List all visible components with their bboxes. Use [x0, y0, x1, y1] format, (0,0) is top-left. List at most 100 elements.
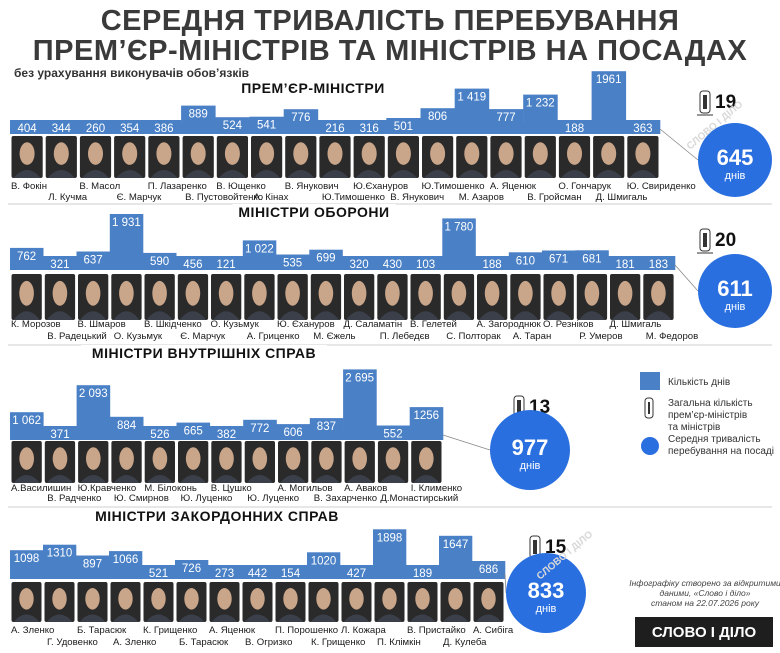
portrait-suit: [280, 475, 307, 483]
portrait-face: [185, 447, 201, 470]
portrait-suit: [343, 614, 370, 622]
bar-value-label: 610: [516, 255, 535, 267]
bar-value-label: 1 780: [445, 221, 474, 233]
section-title: ПРЕМ’ЄР-МІНІСТРИ: [241, 80, 385, 96]
logo-text: СЛОВО І ДІЛО: [652, 624, 757, 641]
bar-value-label: 897: [83, 559, 102, 571]
person-name-label: В. Янукович: [390, 192, 444, 203]
portrait-face: [252, 447, 268, 470]
portrait-face: [318, 280, 334, 306]
bar-value-label: 806: [428, 111, 447, 123]
person-name-label: П. Порошенко: [275, 625, 338, 636]
person-name-label: П. Лазаренко: [148, 181, 207, 192]
portrait-face: [385, 447, 401, 470]
portrait-suit: [526, 170, 554, 178]
bar: [176, 422, 211, 440]
bar: [542, 250, 576, 270]
person-name-label: К. Грищенко: [143, 625, 197, 636]
credit-text: даними, «Слово і діло»: [660, 588, 751, 598]
connector-line: [504, 573, 507, 594]
person-name-label: Б. Тарасюк: [179, 637, 229, 648]
portrait-suit: [412, 311, 439, 320]
portrait-suit: [80, 475, 107, 483]
portrait-suit: [113, 475, 140, 483]
bar-value-label: 637: [84, 255, 103, 267]
bar-value-label: 1256: [414, 410, 440, 422]
portrait-suit: [178, 614, 205, 622]
portrait-face: [152, 447, 168, 470]
portrait-suit: [413, 475, 440, 483]
bar-value-label: 606: [284, 427, 303, 439]
person-name-label: Ю. Луценко: [247, 493, 299, 504]
portrait-face: [351, 280, 367, 306]
bar-value-label: 216: [325, 123, 344, 135]
average-days-value: 833: [528, 578, 565, 603]
bar-value-label: 404: [18, 123, 38, 135]
person-name-label: А. Зленко: [11, 625, 54, 636]
bar: [142, 565, 176, 579]
bar: [76, 555, 110, 579]
bar-value-label: 344: [52, 123, 72, 135]
portrait-suit: [81, 170, 110, 178]
bar: [76, 251, 110, 270]
bar: [352, 120, 387, 134]
portrait-face: [252, 280, 267, 306]
bar-value-label: 526: [150, 429, 169, 441]
portrait-face: [651, 280, 666, 306]
portrait-suit: [46, 614, 73, 622]
portrait-face: [451, 280, 467, 306]
portrait-suit: [213, 311, 240, 320]
portrait-face: [567, 142, 582, 165]
average-days-value: 645: [717, 145, 754, 170]
bar-value-label: 456: [183, 259, 202, 271]
person-name-label: Р. Умеров: [579, 331, 622, 342]
bar: [209, 426, 244, 440]
person-name-label: В. Радецький: [47, 331, 107, 342]
person-name-label: А. Гриценко: [247, 331, 300, 342]
count-icon-tie: [703, 95, 707, 109]
person-name-label: Ю. Луценко: [181, 493, 233, 504]
portrait-face: [283, 588, 298, 610]
legend-avg-label: перебування на посаді: [668, 445, 774, 457]
portrait-suit: [179, 311, 206, 320]
bar: [523, 94, 558, 134]
portrait-suit: [629, 170, 657, 178]
bar-value-label: 354: [120, 123, 140, 135]
bar-value-label: 371: [50, 429, 69, 441]
bar: [43, 426, 77, 440]
bar: [373, 529, 407, 579]
legend-bar-swatch: [640, 372, 660, 390]
bar: [43, 256, 77, 270]
portrait-suit: [146, 475, 173, 483]
portrait-suit: [645, 311, 672, 320]
portrait-suit: [379, 311, 406, 320]
bar: [472, 561, 506, 579]
portrait-suit: [445, 311, 472, 320]
portrait-face: [430, 142, 446, 165]
person-name-label: М. Білоконь: [144, 483, 197, 494]
portrait-face: [532, 142, 548, 165]
person-name-label: В. Гройсман: [527, 192, 581, 203]
bar: [608, 256, 642, 270]
portrait-face: [584, 280, 600, 306]
bar: [442, 218, 476, 270]
bar: [143, 426, 177, 440]
legend-circle-swatch: [641, 437, 659, 455]
title-line-1: СЕРЕДНЯ ТРИВАЛІСТЬ ПЕРЕБУВАННЯ: [100, 5, 680, 37]
portrait-suit: [150, 170, 178, 178]
bar: [78, 120, 113, 134]
person-name-label: Г. Удовенко: [47, 637, 98, 648]
bar: [342, 256, 376, 270]
bar: [43, 544, 77, 579]
person-name-label: В. Огризко: [245, 637, 292, 648]
bar-value-label: 316: [360, 123, 379, 135]
portrait-face: [218, 280, 234, 306]
portrait-face: [217, 588, 232, 610]
portrait-face: [518, 280, 533, 306]
bar: [575, 250, 609, 270]
section-title-bg: [89, 508, 345, 525]
portrait-face: [601, 142, 617, 165]
portrait-face: [382, 588, 397, 610]
title-line-2: ПРЕМ’ЄР-МІНІСТРІВ ТА МІНІСТРІВ НА ПОСАДА…: [32, 35, 748, 67]
bar-value-label: 154: [281, 568, 301, 580]
